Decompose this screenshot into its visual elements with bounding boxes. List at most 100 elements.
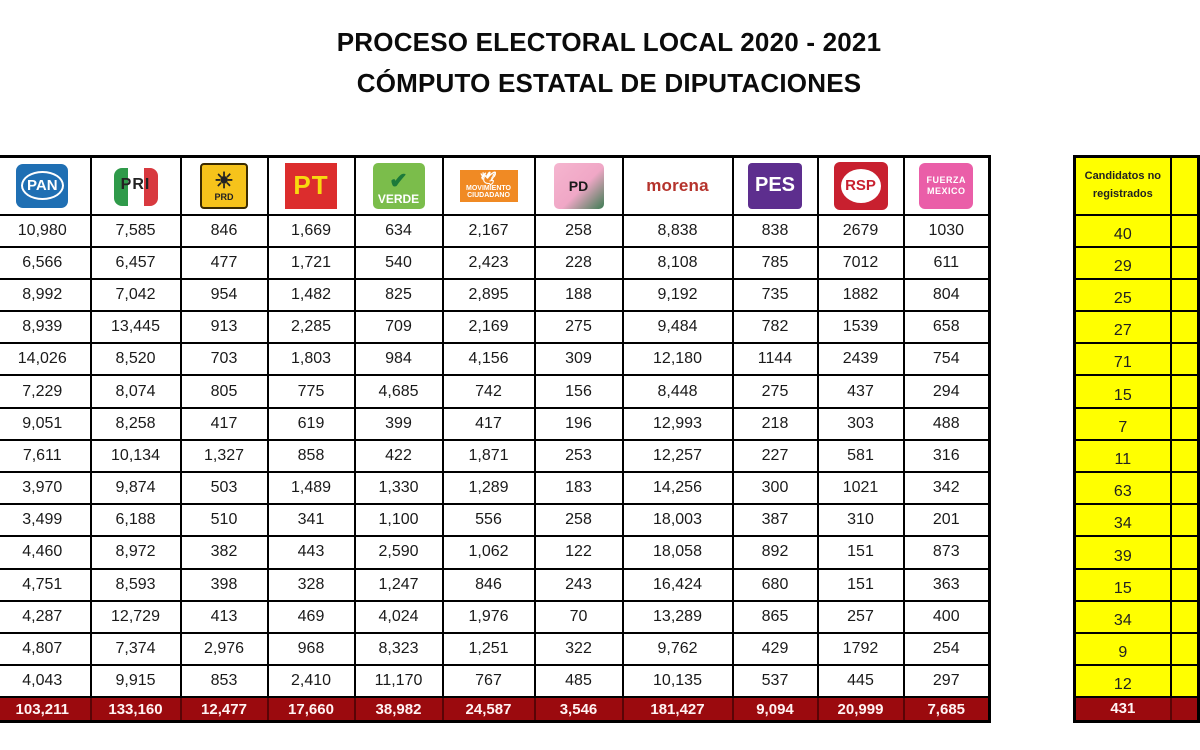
vote-cell-pan: 7,229: [0, 374, 92, 409]
vote-cell-pan: 8,939: [0, 310, 92, 345]
unregistered-votes-cell: 40: [1073, 213, 1172, 248]
vote-cell-mc: 1,871: [441, 438, 536, 474]
table-row: 8,939 13,445 913 2,285 709 2,169 275 9,484 782 15…: [0, 310, 991, 345]
total-cell-pt: 17,660: [266, 696, 356, 723]
vote-cell-pd: 485: [533, 664, 624, 699]
vote-cell-fxm: 201: [902, 503, 991, 538]
party-header-verde: ✔ VERDE: [353, 155, 444, 216]
side-row: 34: [1073, 599, 1200, 634]
vote-cell-rsp: 1021: [816, 470, 905, 506]
vote-cell-pt: 1,803: [266, 342, 356, 377]
vote-cell-pt: 1,482: [266, 277, 356, 313]
total-cell-morena: 181,427: [621, 696, 734, 723]
vote-cell-morena: 12,993: [621, 406, 734, 441]
total-cell-pan: 103,211: [0, 696, 92, 723]
total-cell-fxm: 7,685: [902, 696, 991, 723]
unregistered-total: 431: [1073, 696, 1172, 723]
vote-cell-prd: 382: [179, 535, 269, 570]
vote-cell-pan: 6,566: [0, 245, 92, 280]
vote-cell-pan: 4,807: [0, 631, 92, 667]
vote-cell-rsp: 151: [816, 567, 905, 602]
cut-off-cell: [1169, 599, 1200, 634]
side-row: 29: [1073, 245, 1200, 280]
vote-cell-fxm: 873: [902, 535, 991, 570]
vote-cell-pt: 968: [266, 631, 356, 667]
party-header-row: PAN PRI ☀ PRD PT ✔ VERDE 🕊 MOVIMIENTO CIUDAD…: [0, 155, 991, 216]
unregistered-votes-cell: 11: [1073, 438, 1172, 474]
vote-cell-rsp: 445: [816, 664, 905, 699]
party-header-pt: PT: [266, 155, 356, 216]
page-subtitle: CÓMPUTO ESTATAL DE DIPUTACIONES: [356, 68, 862, 98]
party-header-pes: PES: [731, 155, 819, 216]
unregistered-votes-cell: 39: [1073, 535, 1172, 570]
vote-cell-pd: 309: [533, 342, 624, 377]
vote-cell-morena: 9,762: [621, 631, 734, 667]
side-row: 25: [1073, 277, 1200, 313]
table-row: 3,499 6,188 510 341 1,100 556 258 18,003 387 310 2…: [0, 503, 991, 538]
table-row: 14,026 8,520 703 1,803 984 4,156 309 12,180 1144…: [0, 342, 991, 377]
vote-cell-pan: 4,043: [0, 664, 92, 699]
vote-cell-pri: 8,972: [89, 535, 182, 570]
vote-cell-rsp: 2439: [816, 342, 905, 377]
vote-cell-pri: 7,374: [89, 631, 182, 667]
vote-cell-verde: 634: [353, 213, 444, 248]
vote-cell-mc: 2,895: [441, 277, 536, 313]
vote-cell-pt: 328: [266, 567, 356, 602]
vote-cell-prd: 853: [179, 664, 269, 699]
table-row: 7,229 8,074 805 775 4,685 742 156 8,448 275 437 29…: [0, 374, 991, 409]
table-row: 4,807 7,374 2,976 968 8,323 1,251 322 9,762 429 1…: [0, 631, 991, 667]
side-row: 15: [1073, 374, 1200, 409]
vote-cell-prd: 846: [179, 213, 269, 248]
vote-cell-pt: 619: [266, 406, 356, 441]
vote-cell-mc: 767: [441, 664, 536, 699]
vote-cell-mc: 2,423: [441, 245, 536, 280]
side-row: 12: [1073, 664, 1200, 699]
vote-cell-mc: 742: [441, 374, 536, 409]
vote-cell-fxm: 804: [902, 277, 991, 313]
table-row: 4,287 12,729 413 469 4,024 1,976 70 13,289 865 25…: [0, 599, 991, 634]
vote-cell-pes: 429: [731, 631, 819, 667]
unregistered-candidates-header: Candidatos no registrados: [1073, 155, 1172, 216]
vote-cell-mc: 1,062: [441, 535, 536, 570]
vote-cell-pes: 892: [731, 535, 819, 570]
vote-cell-morena: 18,003: [621, 503, 734, 538]
vote-cell-pes: 785: [731, 245, 819, 280]
vote-cell-rsp: 1882: [816, 277, 905, 313]
vote-cell-morena: 8,108: [621, 245, 734, 280]
party-header-pri: PRI: [89, 155, 182, 216]
unregistered-votes-cell: 63: [1073, 470, 1172, 506]
vote-cell-fxm: 342: [902, 470, 991, 506]
vote-cell-pd: 228: [533, 245, 624, 280]
vote-cell-morena: 9,192: [621, 277, 734, 313]
vote-cell-mc: 2,169: [441, 310, 536, 345]
vote-cell-verde: 399: [353, 406, 444, 441]
vote-cell-fxm: 294: [902, 374, 991, 409]
side-row: 34: [1073, 503, 1200, 538]
vote-cell-morena: 12,257: [621, 438, 734, 474]
unregistered-votes-cell: 27: [1073, 310, 1172, 345]
cut-off-cell: [1169, 310, 1200, 345]
vote-cell-pd: 183: [533, 470, 624, 506]
side-row: 39: [1073, 535, 1200, 570]
total-cell-prd: 12,477: [179, 696, 269, 723]
vote-cell-verde: 11,170: [353, 664, 444, 699]
table-row: 7,611 10,134 1,327 858 422 1,871 253 12,257 227 5…: [0, 438, 991, 474]
vote-cell-pri: 12,729: [89, 599, 182, 634]
unregistered-votes-cell: 71: [1073, 342, 1172, 377]
vote-cell-prd: 417: [179, 406, 269, 441]
vote-cell-pt: 2,285: [266, 310, 356, 345]
vote-cell-rsp: 257: [816, 599, 905, 634]
vote-cell-pri: 9,915: [89, 664, 182, 699]
vote-cell-pan: 8,992: [0, 277, 92, 313]
vote-cell-morena: 8,448: [621, 374, 734, 409]
vote-cell-pd: 253: [533, 438, 624, 474]
cut-off-cell: [1169, 438, 1200, 474]
vote-cell-pd: 70: [533, 599, 624, 634]
cut-off-cell: [1169, 342, 1200, 377]
vote-cell-pes: 387: [731, 503, 819, 538]
unregistered-candidates-table: Candidatos no registrados 40 29 25 27 71 15 7 1…: [1073, 155, 1200, 723]
total-cell-pri: 133,160: [89, 696, 182, 723]
vote-cell-verde: 1,100: [353, 503, 444, 538]
vote-cell-pd: 188: [533, 277, 624, 313]
results-table: PAN PRI ☀ PRD PT ✔ VERDE 🕊 MOVIMIENTO CIUDAD…: [0, 155, 991, 723]
